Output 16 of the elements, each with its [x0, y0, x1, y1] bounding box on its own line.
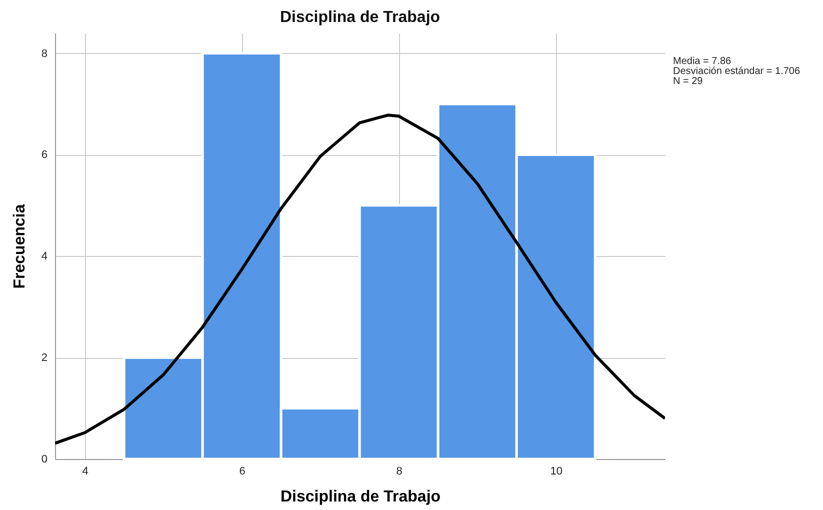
chart-title: Disciplina de Trabajo: [280, 9, 440, 26]
text: N = 29: [673, 76, 704, 87]
y-tick-label: 0: [41, 454, 48, 466]
y-axis-title: Frecuencia: [11, 204, 28, 289]
y-tick-label: 8: [41, 48, 48, 60]
text: Media = 7.86: [673, 56, 732, 67]
y-tick-label: 6: [41, 149, 48, 162]
x-tick-label: 6: [239, 466, 246, 478]
x-axis-title: Disciplina de Trabajo: [280, 488, 441, 506]
y-tick-label: 2: [41, 352, 48, 364]
y-tick-label: 4: [41, 250, 48, 263]
x-tick-label: 8: [396, 466, 402, 478]
x-tick-label: 4: [82, 466, 88, 478]
line-series: [55, 114, 665, 445]
x-tick-label: 10: [550, 466, 562, 478]
text: Desviación estándar = 1.706: [673, 66, 800, 77]
